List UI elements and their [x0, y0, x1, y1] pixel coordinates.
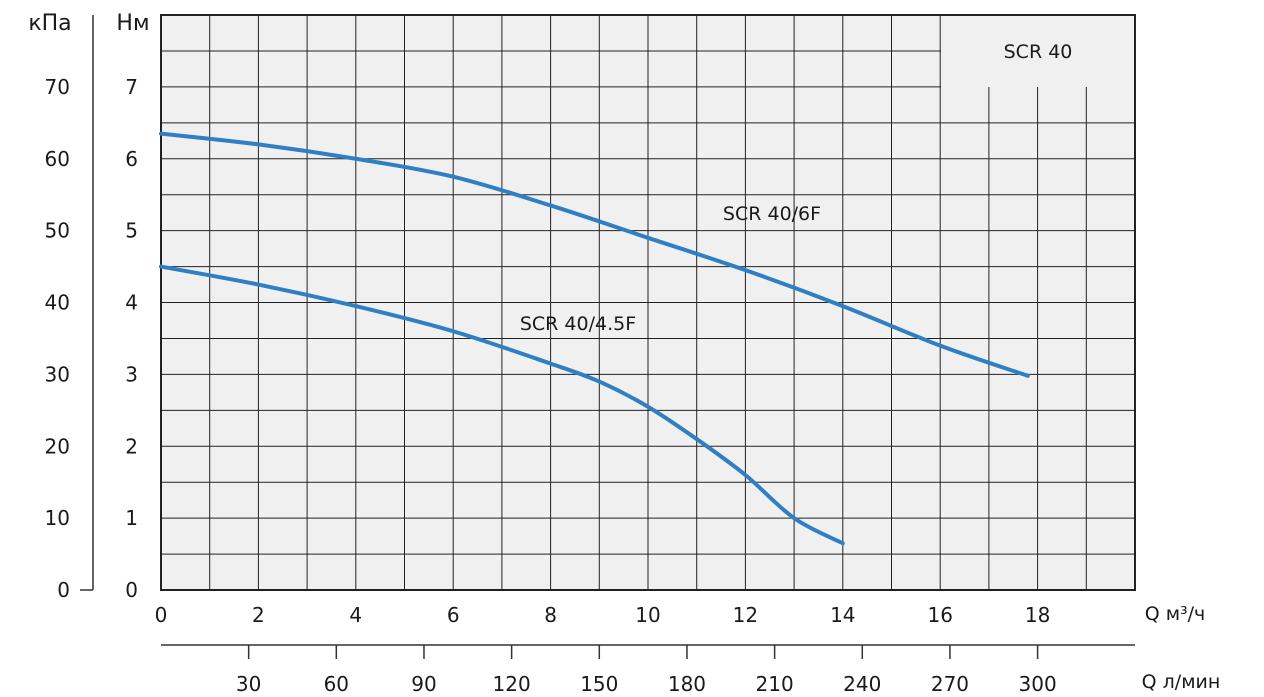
lmin-tick-label: 120	[493, 672, 531, 696]
m-tick-labels: 0 1 2 3 4 5 6 7	[125, 75, 138, 602]
lmin-tick-label: 240	[843, 672, 881, 696]
kpa-tick-label: 10	[45, 506, 70, 530]
lmin-tick-label: 210	[756, 672, 794, 696]
plot-frame	[160, 14, 1136, 591]
m-tick-label: 2	[125, 434, 138, 458]
x-unit-m3h: Q м³/ч	[1145, 603, 1206, 625]
kpa-tick-label: 30	[45, 362, 70, 386]
kpa-tick-label: 20	[45, 434, 70, 458]
curve-scr-40-6f	[159, 131, 1030, 378]
grid-lines	[161, 15, 1135, 590]
chart-title: SCR 40	[1004, 41, 1073, 63]
x-tick-label: 6	[447, 603, 460, 627]
m-tick-label: 3	[125, 362, 138, 386]
title-box	[941, 15, 1135, 87]
m-tick-label: 4	[125, 291, 138, 315]
x-tick-label: 4	[349, 603, 362, 627]
x-tick-labels-lmin: 30 60 90 120 150 180 210 240 270 300	[236, 645, 1057, 696]
m-tick-label: 0	[125, 578, 138, 602]
series-label-6f: SCR 40/6F	[723, 203, 821, 225]
m-tick-label: 7	[125, 75, 138, 99]
lmin-tick-label: 60	[324, 672, 349, 696]
x-tick-label: 14	[830, 603, 855, 627]
kpa-tick-label: 40	[45, 291, 70, 315]
x-tick-label: 8	[544, 603, 557, 627]
lmin-tick-label: 150	[580, 672, 618, 696]
x-tick-label: 0	[155, 603, 168, 627]
kpa-unit-label: кПа	[28, 11, 71, 36]
x-tick-labels-m3h: 0 2 4 6 8 10 12 14 16 18	[155, 603, 1051, 627]
kpa-tick-label: 60	[45, 147, 70, 171]
curve-scr-40-4-5f	[159, 264, 845, 546]
m-tick-label: 5	[125, 219, 138, 243]
x-tick-label: 2	[252, 603, 265, 627]
kpa-tick-label: 70	[45, 75, 70, 99]
x-tick-label: 16	[927, 603, 952, 627]
m-tick-label: 6	[125, 147, 138, 171]
m-unit-label: Нм	[116, 11, 149, 36]
lmin-tick-label: 270	[931, 672, 969, 696]
kpa-tick-label: 50	[45, 219, 70, 243]
series-curves	[159, 131, 1030, 546]
x-tick-label: 12	[733, 603, 758, 627]
lmin-tick-label: 180	[668, 672, 706, 696]
kpa-tick-labels: 0 10 20 30 40 50 60 70	[45, 75, 70, 602]
lmin-tick-label: 30	[236, 672, 261, 696]
lmin-tick-label: 90	[411, 672, 436, 696]
x-tick-label: 10	[635, 603, 660, 627]
kpa-tick-label: 0	[57, 578, 70, 602]
series-label-45f: SCR 40/4.5F	[520, 313, 636, 335]
x-tick-label: 18	[1025, 603, 1050, 627]
lmin-tick-label: 300	[1019, 672, 1057, 696]
x-unit-lmin: Q л/мин	[1142, 671, 1221, 693]
m-tick-label: 1	[125, 506, 138, 530]
